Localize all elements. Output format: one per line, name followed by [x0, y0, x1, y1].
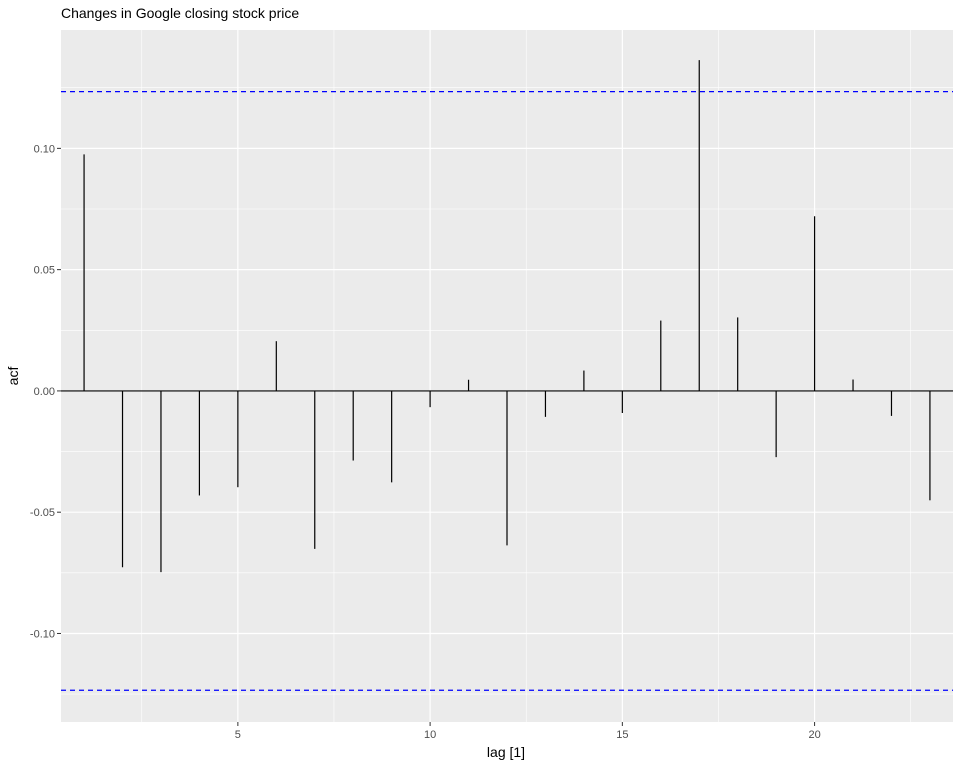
y-tick-label: 0.10 [34, 143, 55, 155]
plot-panel [61, 30, 953, 722]
acf-bars [83, 60, 931, 573]
x-tick-label: 5 [235, 729, 241, 741]
y-axis-ticks: -0.10 -0.05 0.00 0.05 0.10 [30, 143, 61, 640]
x-axis-ticks: 5 10 15 20 [235, 722, 821, 741]
y-tick-label: 0.00 [34, 386, 55, 398]
x-tick-label: 10 [424, 729, 436, 741]
minor-gridlines [61, 30, 953, 722]
x-axis-title: lag [1] [487, 744, 525, 760]
confidence-bounds [61, 90, 953, 691]
y-axis-title: acf [5, 367, 21, 386]
y-tick-label: -0.10 [30, 628, 55, 640]
x-tick-label: 20 [808, 729, 820, 741]
y-tick-label: 0.05 [34, 265, 55, 277]
x-tick-label: 15 [616, 729, 628, 741]
y-tick-label: -0.05 [30, 507, 55, 519]
chart-title: Changes in Google closing stock price [61, 5, 299, 21]
